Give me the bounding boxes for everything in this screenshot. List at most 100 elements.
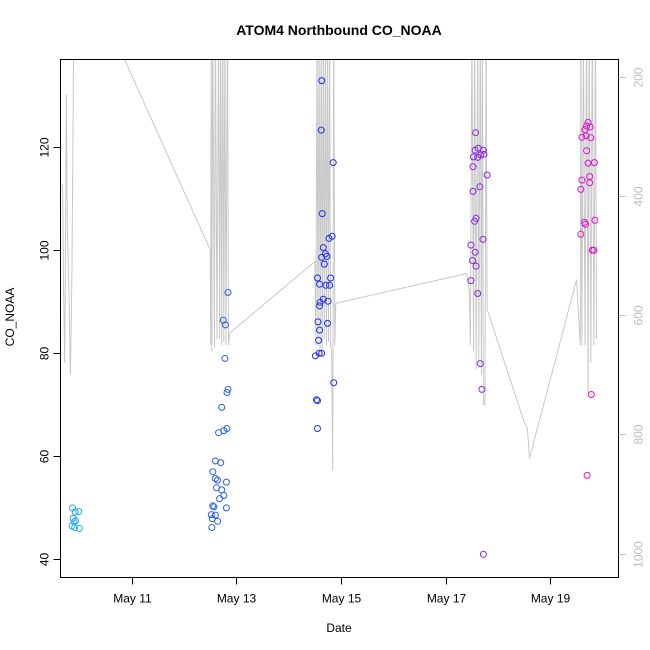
- data-point: [467, 241, 475, 249]
- data-point: [71, 524, 79, 531]
- data-point: [311, 352, 319, 360]
- y2-tick-label: 200: [632, 67, 646, 87]
- data-point: [221, 354, 229, 362]
- data-point: [327, 274, 335, 282]
- data-point: [587, 391, 595, 398]
- data-point: [223, 389, 231, 396]
- data-point: [471, 217, 479, 225]
- data-point: [318, 77, 326, 85]
- data-point: [583, 471, 591, 479]
- data-point: [480, 150, 488, 158]
- data-point: [472, 262, 480, 270]
- y2-tick-label: 400: [632, 186, 646, 206]
- data-point: [314, 425, 321, 432]
- data-point: [577, 230, 585, 238]
- data-point: [209, 502, 217, 510]
- data-point: [214, 517, 221, 525]
- data-point: [72, 517, 80, 525]
- data-point: [218, 403, 226, 411]
- x-tick-label: May 19: [531, 592, 571, 606]
- data-point: [590, 246, 598, 254]
- data-point: [324, 297, 332, 305]
- y-tick-label: 60: [38, 450, 52, 464]
- data-point: [324, 319, 331, 327]
- data-point: [224, 385, 232, 393]
- data-point: [326, 281, 334, 289]
- data-point: [591, 216, 599, 224]
- data-point: [483, 171, 491, 179]
- data-point: [325, 234, 333, 242]
- chart-title: ATOM4 Northbound CO_NOAA: [236, 22, 442, 38]
- y-tick-label: 120: [38, 137, 52, 157]
- data-point: [320, 260, 328, 268]
- y-tick-label: 80: [38, 347, 52, 361]
- data-point: [472, 129, 480, 137]
- data-point: [316, 326, 324, 334]
- data-point: [314, 318, 322, 326]
- x-tick-label: May 15: [322, 592, 362, 606]
- data-point: [479, 235, 487, 243]
- data-point: [577, 185, 585, 193]
- x-tick-label: May 13: [217, 592, 257, 606]
- data-point: [215, 429, 223, 437]
- data-point: [75, 525, 83, 532]
- y-tick-label: 100: [38, 240, 52, 260]
- data-point: [474, 153, 482, 161]
- data-point: [322, 281, 330, 289]
- data-point: [316, 302, 324, 310]
- data-point: [584, 159, 592, 167]
- data-point: [578, 133, 586, 141]
- y-axis-label: CO_NOAA: [3, 288, 17, 347]
- data-point: [469, 257, 476, 264]
- y-tick-label: 40: [38, 553, 52, 567]
- data-point: [582, 220, 589, 228]
- x-axis-label: Date: [326, 621, 352, 635]
- data-point: [210, 503, 218, 511]
- data-point: [471, 248, 479, 256]
- x-axis: May 11 May 13 May 15 May 17 May 19: [113, 577, 571, 606]
- data-point: [314, 397, 321, 405]
- data-point: [316, 298, 324, 306]
- data-point: [214, 476, 221, 484]
- data-point: [314, 274, 321, 282]
- data-point: [323, 252, 331, 260]
- data-point: [75, 508, 83, 515]
- data-point: [582, 132, 590, 140]
- data-point: [474, 290, 482, 297]
- y2-axis-pressure: 200 400 600 800 1000: [618, 67, 646, 568]
- data-point: [315, 336, 323, 344]
- data-point: [224, 289, 232, 296]
- data-point: [330, 379, 338, 387]
- data-point: [217, 459, 225, 467]
- x-tick-label: May 11: [113, 592, 152, 606]
- data-point: [478, 385, 486, 393]
- data-point: [469, 163, 477, 171]
- x-tick-label: May 17: [427, 592, 467, 606]
- data-point: [222, 478, 230, 486]
- data-point: [318, 253, 326, 261]
- data-point: [469, 187, 477, 195]
- data-point: [71, 508, 79, 516]
- data-points: [68, 77, 599, 558]
- y2-tick-label: 800: [632, 424, 646, 444]
- data-point: [583, 122, 591, 130]
- data-point: [211, 475, 219, 482]
- data-point: [318, 210, 326, 218]
- data-point: [578, 176, 586, 184]
- data-point: [313, 396, 320, 404]
- data-point: [208, 524, 216, 531]
- y2-tick-label: 600: [632, 305, 646, 325]
- data-point: [317, 126, 325, 134]
- data-point: [471, 146, 479, 154]
- data-point: [476, 183, 484, 191]
- data-point: [221, 321, 229, 329]
- data-point: [319, 244, 327, 252]
- data-point: [586, 179, 594, 187]
- y2-tick-label: 1000: [632, 541, 646, 568]
- data-point: [318, 349, 326, 357]
- pressure-line: [62, 59, 597, 471]
- data-point: [467, 277, 475, 285]
- plot-frame: [60, 59, 619, 578]
- data-point: [470, 153, 477, 161]
